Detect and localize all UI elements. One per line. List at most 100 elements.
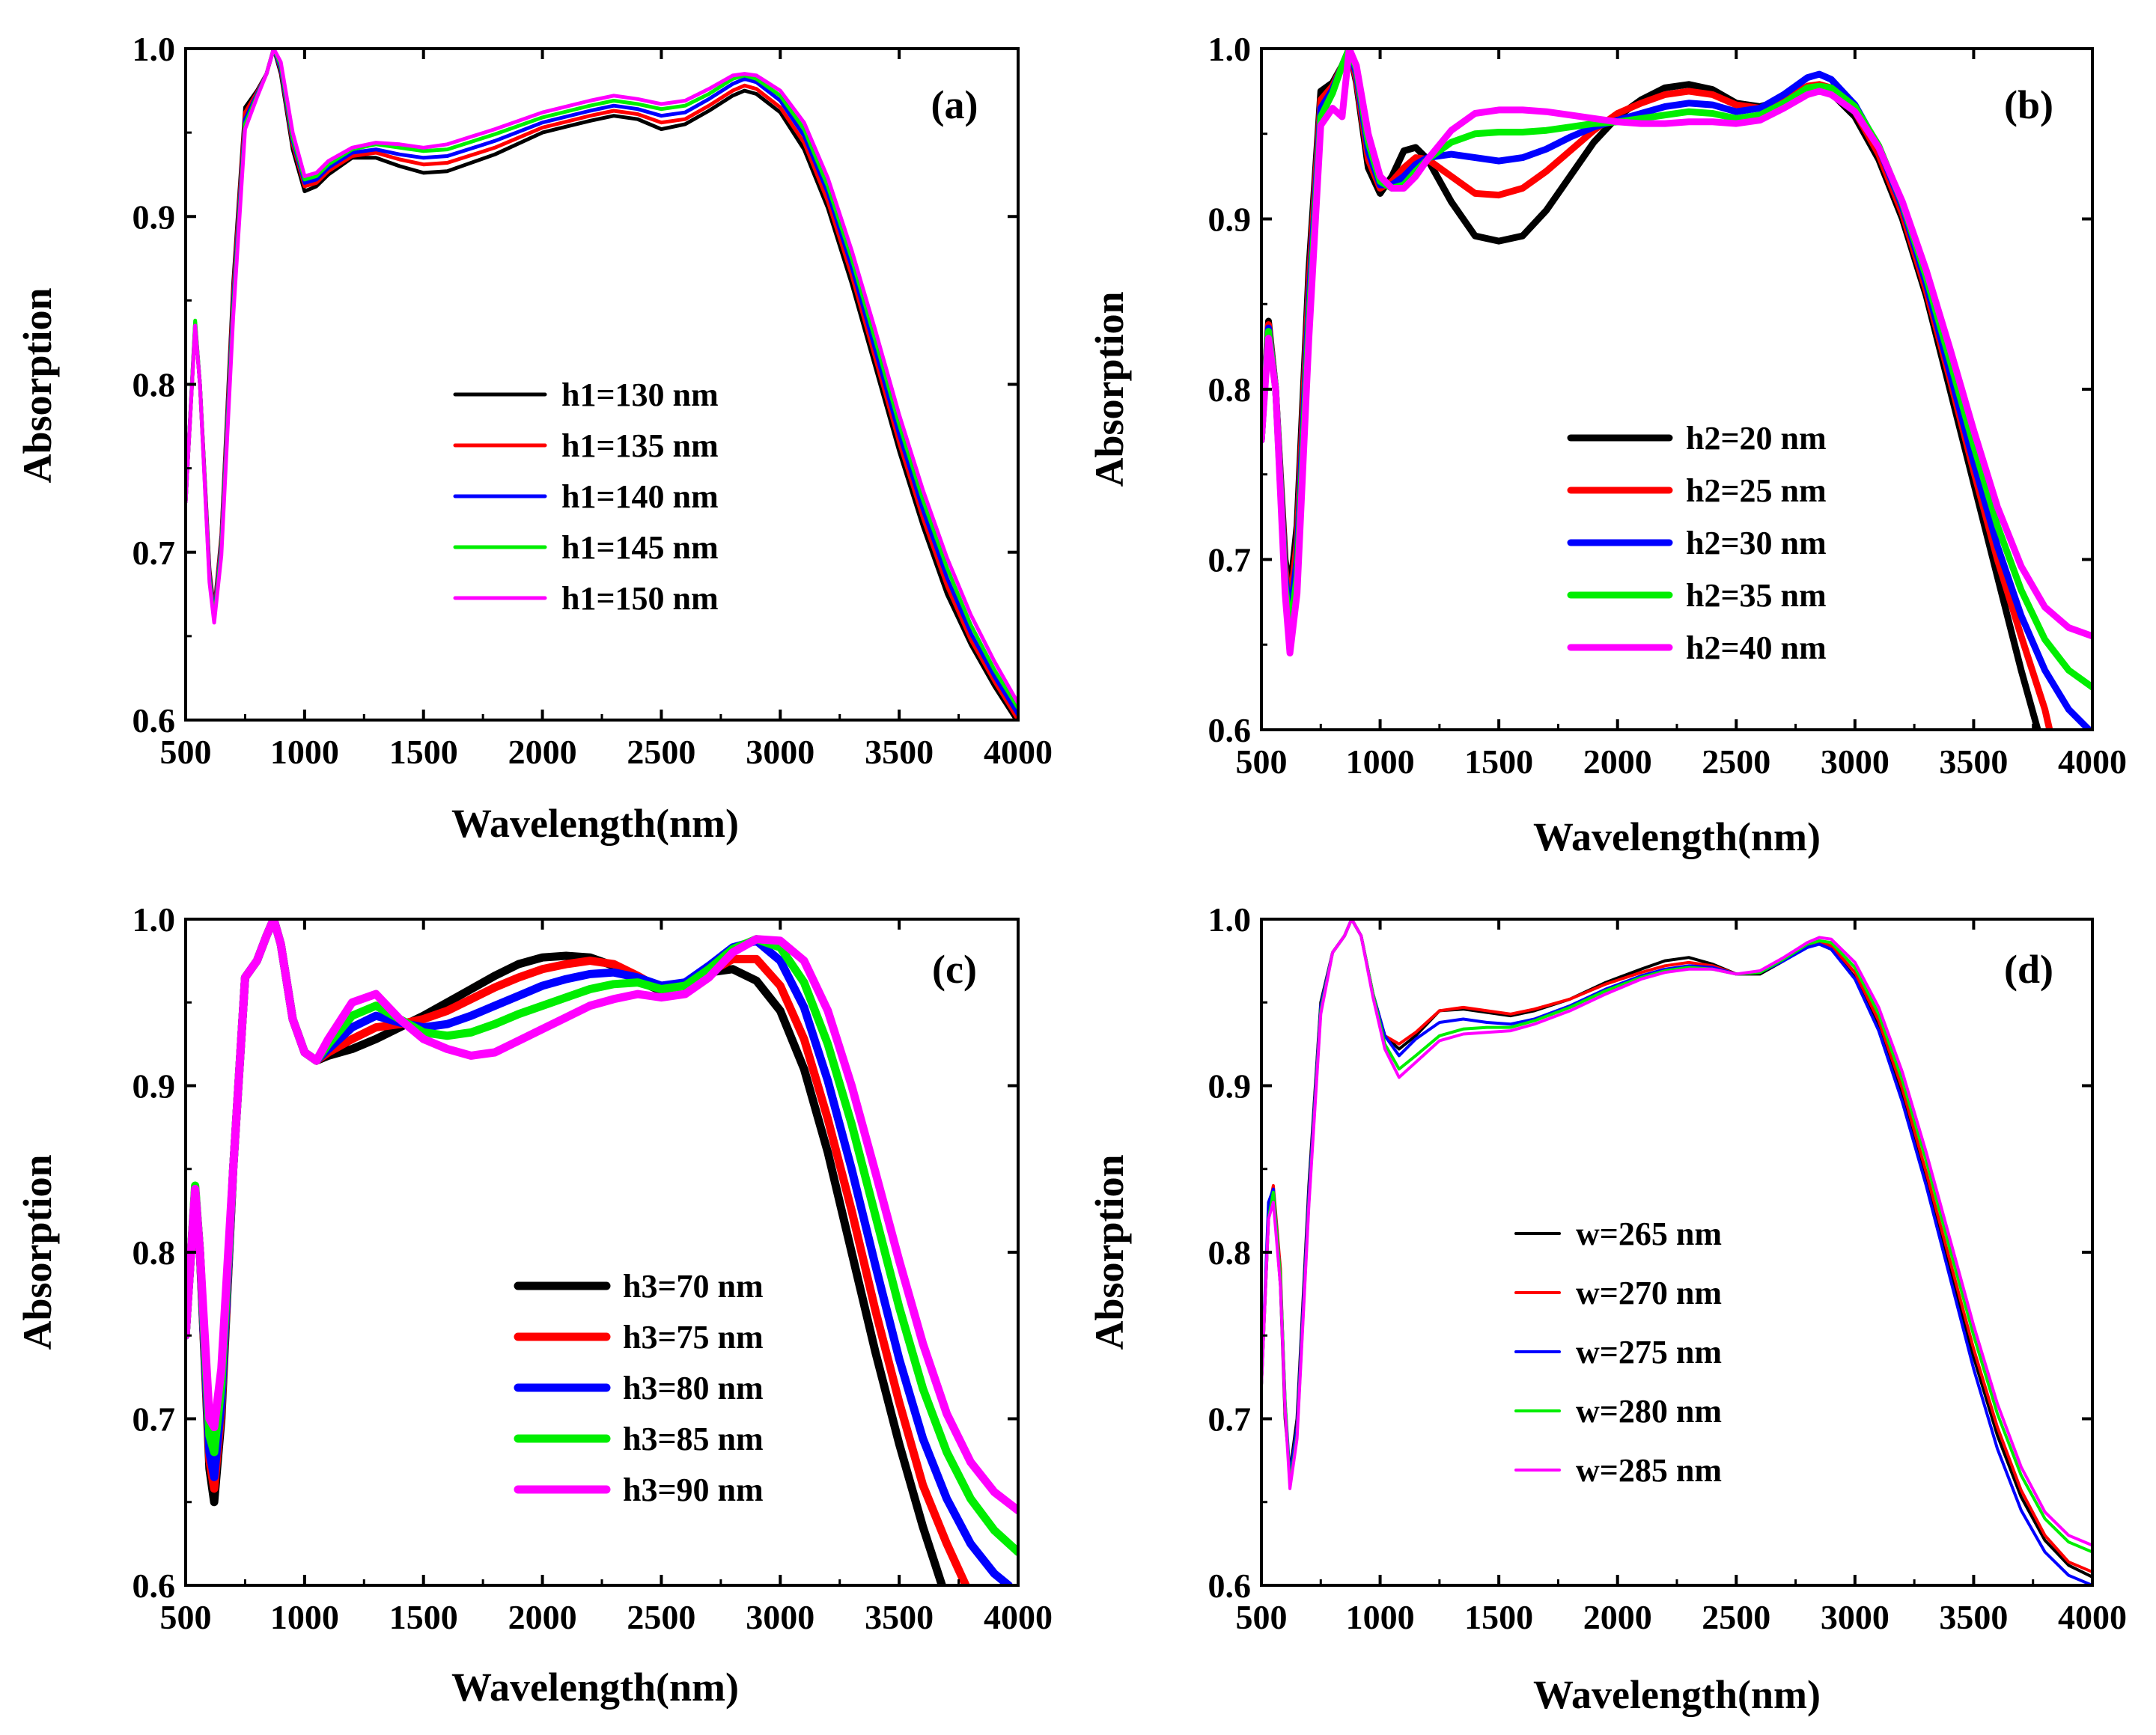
x-tick-label: 500	[160, 1598, 212, 1636]
legend-label-2: w=270 nm	[1576, 1275, 1722, 1311]
legend-label-5: h3=90 nm	[623, 1472, 764, 1508]
legend: h1=130 nm h1=135 nm h1=140 nm h1=145 nm h1=1…	[453, 376, 719, 617]
x-tick-label: 3500	[865, 1598, 934, 1636]
series-line-5	[1261, 49, 2092, 657]
y-tick-label: 0.8	[1208, 371, 1252, 409]
x-tick-label: 4000	[2058, 1598, 2127, 1636]
x-tick-label: 4000	[984, 1598, 1053, 1636]
x-tick-label: 2000	[1583, 1598, 1652, 1636]
y-axis-title: Absorption	[15, 287, 60, 483]
panel-label: (b)	[2004, 82, 2053, 127]
x-tick-label: 1000	[270, 1598, 339, 1636]
y-tick-label: 1.0	[1208, 900, 1252, 939]
series-group	[1261, 919, 2092, 1585]
chart-panel-2: 500 1000 1500 2000 2500 3000 3500 4000 0.6 0.7 0.8…	[1087, 30, 2127, 859]
y-axis-title: Absorption	[1087, 1154, 1132, 1350]
x-tick-label: 1000	[1346, 1598, 1415, 1636]
panel-label: (c)	[932, 947, 977, 992]
panel-label: (a)	[931, 82, 978, 127]
x-tick-label: 2500	[627, 733, 695, 771]
legend-label-1: h1=130 nm	[561, 376, 719, 413]
y-tick-label: 0.6	[133, 701, 176, 740]
legend-label-1: h2=20 nm	[1686, 420, 1827, 457]
y-tick-label: 0.7	[133, 534, 176, 572]
x-tick-label: 1500	[389, 733, 458, 771]
legend-label-5: h2=40 nm	[1686, 629, 1827, 666]
x-tick-label: 1500	[389, 1598, 458, 1636]
y-tick-label: 0.6	[1208, 1567, 1252, 1605]
y-tick-label: 0.9	[133, 1067, 176, 1106]
x-tick-label: 1000	[1346, 743, 1415, 781]
x-tick-label: 1000	[270, 733, 339, 771]
x-tick-label: 500	[160, 733, 212, 771]
x-tick-label: 2000	[508, 733, 577, 771]
legend-label-3: w=275 nm	[1576, 1334, 1722, 1370]
series-line-5	[186, 919, 1018, 1515]
y-tick-label: 1.0	[133, 30, 176, 68]
legend-label-3: h1=140 nm	[561, 478, 719, 515]
legend-label-4: h2=35 nm	[1686, 577, 1827, 614]
y-tick-label: 0.8	[133, 1234, 176, 1272]
y-tick-label: 0.9	[1208, 1067, 1252, 1106]
x-tick-label: 3000	[1821, 1598, 1889, 1636]
x-tick-label: 500	[1236, 743, 1288, 781]
legend: h3=70 nm h3=75 nm h3=80 nm h3=85 nm h3=90 nm	[514, 1268, 764, 1508]
series-group	[1261, 49, 2092, 730]
series-line-1	[186, 49, 1018, 720]
x-tick-label: 2000	[508, 1598, 577, 1636]
series-line-2	[186, 49, 1018, 720]
chart-panel-1: 500 1000 1500 2000 2500 3000 3500 4000 0.6 0.7 0.8…	[15, 30, 1053, 846]
y-tick-label: 0.9	[133, 198, 176, 236]
legend: w=265 nm w=270 nm w=275 nm w=280 nm w=285 nm	[1514, 1216, 1722, 1489]
chart-panel-4: 500 1000 1500 2000 2500 3000 3500 4000 0.6 0.7 0.8…	[1087, 900, 2127, 1717]
legend-label-2: h3=75 nm	[623, 1319, 764, 1356]
series-group	[186, 49, 1018, 720]
x-tick-label: 3500	[865, 733, 934, 771]
legend: h2=20 nm h2=25 nm h2=30 nm h2=35 nm h2=40 nm	[1567, 420, 1827, 666]
legend-label-1: w=265 nm	[1576, 1216, 1722, 1252]
x-axis-title: Wavelength(nm)	[1533, 814, 1821, 859]
x-tick-label: 2500	[1702, 743, 1770, 781]
series-line-5	[186, 49, 1018, 706]
legend-label-5: h1=150 nm	[561, 580, 719, 617]
x-axis-title: Wavelength(nm)	[451, 801, 739, 846]
x-tick-label: 3500	[1939, 743, 2008, 781]
x-tick-label: 3000	[746, 733, 814, 771]
x-tick-label: 500	[1236, 1598, 1288, 1636]
y-axis-title: Absorption	[1087, 291, 1132, 487]
chart-panel-3: 500 1000 1500 2000 2500 3000 3500 4000 0.6 0.7 0.8…	[15, 900, 1053, 1710]
x-tick-label: 2500	[1702, 1598, 1770, 1636]
legend-label-3: h2=30 nm	[1686, 525, 1827, 561]
series-group	[186, 919, 1018, 1585]
y-tick-label: 0.9	[1208, 201, 1252, 239]
x-tick-label: 2500	[627, 1598, 695, 1636]
legend-label-5: w=285 nm	[1576, 1452, 1722, 1489]
legend-label-2: h2=25 nm	[1686, 472, 1827, 509]
x-tick-label: 4000	[2058, 743, 2127, 781]
x-tick-label: 1500	[1464, 1598, 1533, 1636]
x-tick-label: 3000	[1821, 743, 1889, 781]
x-tick-label: 3500	[1939, 1598, 2008, 1636]
x-tick-label: 4000	[984, 733, 1053, 771]
y-tick-label: 0.7	[133, 1400, 176, 1439]
panel-label: (d)	[2004, 947, 2053, 992]
legend-label-4: h3=85 nm	[623, 1421, 764, 1457]
x-tick-label: 1500	[1464, 743, 1533, 781]
x-tick-label: 3000	[746, 1598, 814, 1636]
y-tick-label: 1.0	[1208, 30, 1252, 68]
series-line-5	[1261, 919, 2092, 1547]
legend-label-4: h1=145 nm	[561, 529, 719, 566]
legend-label-4: w=280 nm	[1576, 1393, 1722, 1430]
x-axis-title: Wavelength(nm)	[1533, 1672, 1821, 1717]
legend-label-1: h3=70 nm	[623, 1268, 764, 1305]
y-tick-label: 0.7	[1208, 541, 1252, 579]
y-tick-label: 0.6	[1208, 711, 1252, 749]
y-tick-label: 0.6	[133, 1567, 176, 1605]
legend-label-3: h3=80 nm	[623, 1370, 764, 1406]
series-line-3	[186, 49, 1018, 717]
y-tick-label: 0.7	[1208, 1400, 1252, 1439]
y-tick-label: 0.8	[1208, 1234, 1252, 1272]
x-tick-label: 2000	[1583, 743, 1652, 781]
y-tick-label: 0.8	[133, 366, 176, 404]
